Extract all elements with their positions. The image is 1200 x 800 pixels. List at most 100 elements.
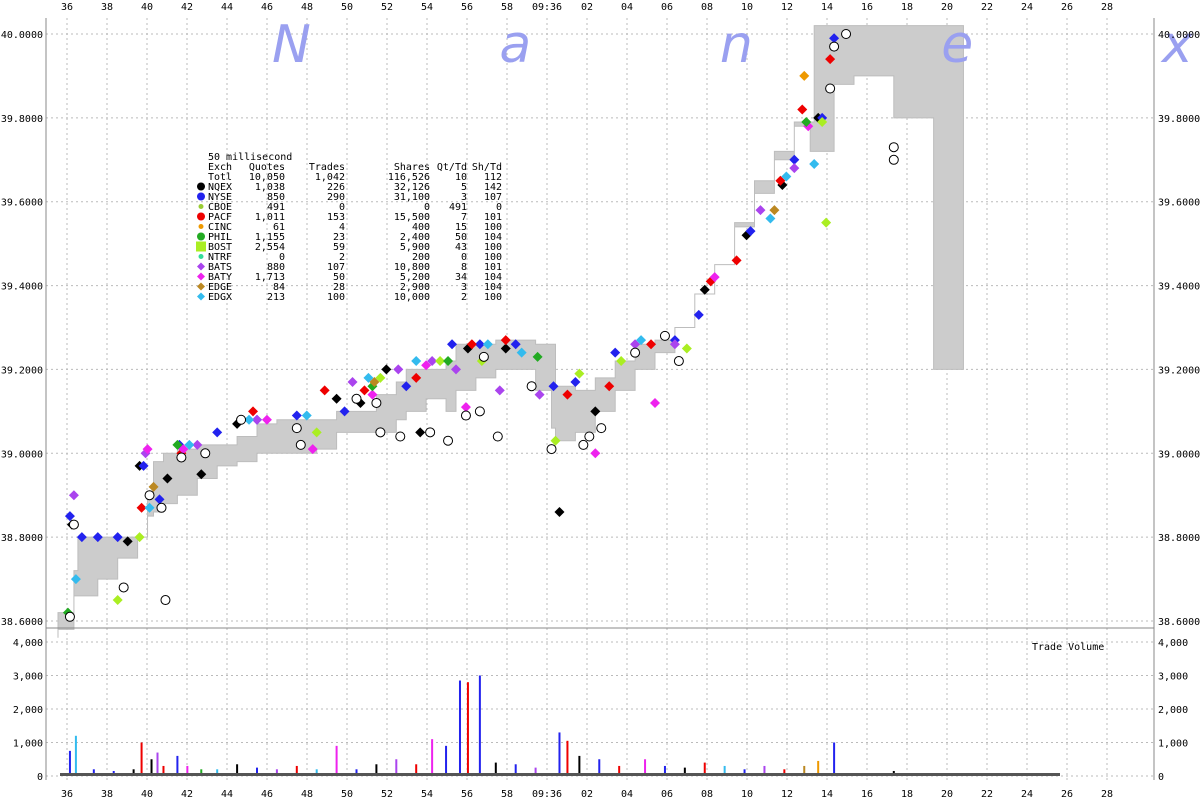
table-row-nqex-cell: NQEX bbox=[208, 182, 232, 193]
quote-marker-bats bbox=[252, 414, 262, 425]
time-tick-label-top: 08 bbox=[701, 2, 713, 13]
quote-marker-bid bbox=[578, 439, 589, 450]
quote-markers bbox=[62, 29, 899, 622]
volume-bar bbox=[431, 739, 434, 776]
nbbo-spread-area bbox=[57, 25, 964, 638]
quote-marker-baty bbox=[421, 360, 432, 371]
quote-marker-nyse bbox=[829, 33, 840, 44]
volume-bar bbox=[156, 752, 159, 776]
price-tick-label-right: 38.6000 bbox=[1158, 617, 1200, 628]
time-tick-label-top: 22 bbox=[981, 2, 993, 13]
time-tick-label-top: 42 bbox=[181, 2, 193, 13]
quote-marker-edgx bbox=[482, 339, 493, 350]
price-tick-label-right: 40.0000 bbox=[1158, 30, 1200, 41]
volume-tick-label-left: 3,000 bbox=[13, 672, 43, 683]
quote-marker-bost bbox=[574, 368, 585, 379]
volume-bar bbox=[494, 762, 497, 776]
volume-bar bbox=[335, 745, 338, 776]
table-row-edge-cell: 84 bbox=[273, 282, 285, 293]
quote-marker-nyse bbox=[154, 494, 165, 505]
time-tick-label-bottom: 16 bbox=[861, 789, 873, 800]
table-row-baty-cell: 5,200 bbox=[400, 272, 430, 283]
time-tick-label-bottom: 18 bbox=[901, 789, 913, 800]
quote-marker-bost bbox=[311, 427, 322, 438]
price-tick-label-right: 39.6000 bbox=[1158, 198, 1200, 209]
table-row-edgx-cell: 213 bbox=[267, 292, 285, 303]
volume-bar bbox=[186, 765, 189, 776]
time-tick-label-bottom: 54 bbox=[421, 789, 433, 800]
quote-marker-bats bbox=[393, 364, 404, 375]
quote-marker-nyse bbox=[76, 532, 87, 543]
quote-marker-ask bbox=[200, 448, 211, 459]
time-tick-label-top: 48 bbox=[301, 2, 313, 13]
price-tick-label-left: 39.0000 bbox=[1, 449, 43, 460]
time-tick-label-top: 10 bbox=[741, 2, 753, 13]
time-tick-label-top: 38 bbox=[101, 2, 113, 13]
table-row-bats-cell: 10,800 bbox=[394, 262, 430, 273]
price-tick-label-right: 39.4000 bbox=[1158, 282, 1200, 293]
quote-marker-nyse bbox=[510, 339, 521, 350]
time-tick-label-bottom: 24 bbox=[1021, 789, 1033, 800]
volume-bar bbox=[375, 764, 378, 776]
quote-marker-bid bbox=[673, 356, 684, 367]
quote-marker-edgx bbox=[809, 158, 820, 169]
volume-bar bbox=[566, 740, 569, 776]
time-tick-label-bottom: 26 bbox=[1061, 789, 1073, 800]
table-row-edgx-cell: 100 bbox=[327, 292, 345, 303]
quote-marker-nyse bbox=[745, 226, 756, 237]
volume-tick-label-right: 3,000 bbox=[1158, 672, 1188, 683]
quote-marker-nqex bbox=[122, 536, 133, 547]
table-row-edge-cell: 2,900 bbox=[400, 282, 430, 293]
time-tick-label-top: 52 bbox=[381, 2, 393, 13]
quote-marker-nqex bbox=[590, 406, 601, 417]
table-row-pacf-cell: 101 bbox=[484, 212, 502, 223]
quote-marker-ask bbox=[888, 142, 899, 153]
table-row-bats-cell: 107 bbox=[327, 262, 345, 273]
quote-marker-nqex bbox=[162, 473, 173, 484]
time-tick-label-bottom: 42 bbox=[181, 789, 193, 800]
quote-marker-bid bbox=[295, 439, 306, 450]
time-tick-label-top: 20 bbox=[941, 2, 953, 13]
quote-marker-nyse bbox=[548, 381, 559, 392]
legend-pacf-marker bbox=[197, 212, 205, 221]
quote-marker-cinc bbox=[799, 70, 810, 81]
volume-bar bbox=[514, 764, 517, 776]
volume-bar bbox=[644, 759, 647, 776]
quote-marker-ask bbox=[371, 397, 382, 408]
quote-marker-ask bbox=[584, 431, 595, 442]
table-row-edgx-cell: 2 bbox=[461, 292, 467, 303]
quote-marker-edgx bbox=[144, 502, 155, 513]
quote-marker-edgx bbox=[781, 171, 792, 182]
volume-bar bbox=[618, 765, 621, 776]
table-total-cell: 10,050 bbox=[249, 172, 285, 183]
volume-bar bbox=[415, 764, 418, 776]
volume-bar bbox=[763, 765, 766, 776]
quote-marker-nyse bbox=[693, 309, 704, 320]
quote-marker-nqex bbox=[196, 469, 207, 480]
table-row-pacf-cell: 7 bbox=[461, 212, 467, 223]
quote-marker-bats bbox=[192, 439, 203, 450]
table-header-cell: Shares bbox=[394, 162, 430, 173]
table-header-cell: Sh/Td bbox=[472, 162, 502, 173]
table-row-phil-cell: 1,155 bbox=[255, 232, 285, 243]
quote-marker-bats bbox=[494, 385, 505, 396]
quote-marker-edgx bbox=[636, 335, 647, 346]
table-row-nqex-cell: 142 bbox=[484, 182, 502, 193]
quote-marker-nyse bbox=[339, 406, 350, 417]
quote-marker-bid bbox=[176, 452, 187, 463]
price-tick-label-left: 38.8000 bbox=[1, 533, 43, 544]
quote-marker-bid bbox=[443, 435, 454, 446]
price-tick-label-left: 38.6000 bbox=[1, 617, 43, 628]
quote-marker-bid bbox=[160, 595, 171, 606]
quote-marker-bid bbox=[64, 611, 75, 622]
time-tick-label-top: 28 bbox=[1101, 2, 1113, 13]
time-tick-label-bottom: 46 bbox=[261, 789, 273, 800]
time-tick-label-bottom: 36 bbox=[61, 789, 73, 800]
volume-tick-label-right: 4,000 bbox=[1158, 638, 1188, 649]
volume-tick-label-left: 4,000 bbox=[13, 638, 43, 649]
table-row-edgx-cell: EDGX bbox=[208, 292, 232, 303]
price-tick-label-left: 40.0000 bbox=[1, 30, 43, 41]
quote-marker-bid bbox=[829, 41, 840, 52]
quote-marker-ask bbox=[630, 347, 641, 358]
